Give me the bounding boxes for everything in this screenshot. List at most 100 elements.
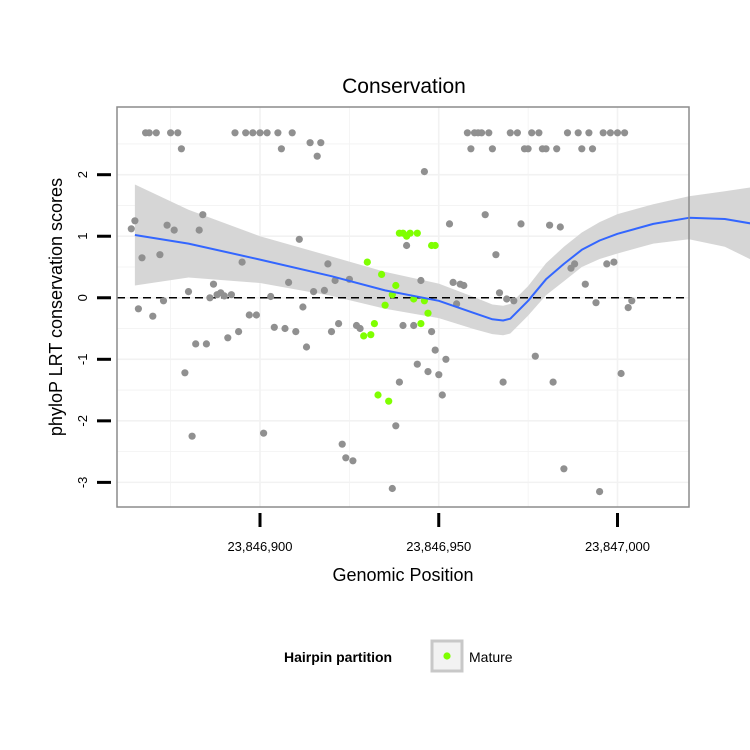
- data-point: [324, 260, 332, 268]
- data-point: [252, 311, 260, 319]
- data-point: [621, 129, 629, 137]
- data-point-mature: [367, 331, 375, 339]
- data-point-mature: [363, 258, 371, 266]
- plot-panel-border: [116, 106, 690, 508]
- data-point: [592, 299, 600, 307]
- data-point: [295, 235, 303, 243]
- data-point: [320, 286, 328, 294]
- data-point: [606, 129, 615, 137]
- data-point: [149, 312, 157, 320]
- data-point-mature: [417, 320, 425, 328]
- y-tick-label: -1: [75, 354, 90, 366]
- data-point: [549, 378, 557, 386]
- data-point: [524, 145, 532, 153]
- data-point: [613, 129, 622, 137]
- data-point: [399, 321, 407, 330]
- data-point: [445, 220, 454, 228]
- data-point-mature: [360, 332, 368, 340]
- data-point: [131, 217, 139, 225]
- data-point: [388, 484, 396, 493]
- data-point: [288, 129, 296, 137]
- data-point: [156, 251, 164, 259]
- data-point: [238, 258, 246, 266]
- data-point: [127, 225, 135, 233]
- data-point: [209, 280, 218, 288]
- data-point: [159, 297, 168, 305]
- y-tick-label: 1: [75, 233, 90, 240]
- y-tick-label: -2: [75, 415, 90, 427]
- data-point: [270, 323, 278, 331]
- legend-key-mature: [443, 652, 451, 660]
- data-point: [420, 168, 428, 176]
- data-point: [503, 295, 511, 303]
- data-point-mature: [406, 229, 414, 237]
- x-tick-label: 23,847,000: [585, 539, 650, 554]
- data-point: [581, 280, 589, 288]
- data-point: [274, 129, 282, 137]
- data-point-mature: [374, 391, 382, 399]
- data-point: [492, 251, 500, 259]
- y-axis-title: phyloP LRT conservation scores: [46, 178, 66, 436]
- data-point: [327, 328, 336, 336]
- data-point: [478, 129, 486, 137]
- data-point: [624, 304, 632, 312]
- smooth-curve-layer: [134, 216, 750, 322]
- legend-label-mature: Mature: [469, 649, 513, 665]
- data-point: [563, 129, 572, 137]
- x-axis-title: Genomic Position: [332, 565, 473, 585]
- data-point: [531, 352, 539, 360]
- data-point: [224, 334, 232, 342]
- data-point: [499, 378, 507, 386]
- data-point: [281, 324, 289, 333]
- data-point: [302, 343, 311, 351]
- data-point: [403, 241, 411, 250]
- data-point: [138, 254, 146, 262]
- data-point: [263, 129, 271, 137]
- data-point: [349, 457, 357, 465]
- data-point: [285, 278, 293, 286]
- data-point: [202, 340, 210, 348]
- data-point-mature: [431, 241, 439, 250]
- data-point: [417, 276, 425, 285]
- data-point: [134, 305, 142, 313]
- data-point: [220, 292, 228, 300]
- y-tick-label: 2: [75, 171, 90, 178]
- chart-title: Conservation: [342, 75, 466, 98]
- data-point: [435, 371, 443, 379]
- y-tick-label: 0: [75, 294, 90, 301]
- data-point: [167, 129, 175, 137]
- data-point: [413, 360, 421, 368]
- data-point-mature: [378, 270, 386, 278]
- data-points-layer: [127, 129, 636, 496]
- data-point: [585, 129, 593, 137]
- data-point: [235, 328, 243, 336]
- data-point: [342, 454, 350, 462]
- data-point: [588, 145, 597, 153]
- legend: Hairpin partition Mature: [284, 639, 513, 673]
- data-point: [245, 311, 253, 319]
- data-point: [449, 278, 457, 286]
- data-point: [467, 145, 475, 153]
- data-point: [553, 145, 561, 153]
- data-point: [517, 220, 525, 228]
- data-point: [603, 260, 611, 268]
- x-tick-label: 23,846,950: [406, 539, 471, 554]
- data-point: [277, 145, 285, 153]
- data-point: [628, 297, 636, 305]
- data-point: [335, 320, 343, 328]
- data-point: [310, 288, 318, 296]
- data-point-mature: [381, 301, 389, 309]
- data-point: [170, 226, 178, 234]
- data-point: [195, 226, 203, 234]
- data-point: [181, 369, 189, 377]
- data-point: [152, 129, 160, 137]
- data-point: [410, 321, 418, 330]
- data-point: [438, 391, 446, 399]
- data-point: [206, 294, 214, 302]
- data-point: [542, 145, 550, 153]
- legend-title: Hairpin partition: [284, 649, 392, 665]
- data-point-mature: [385, 397, 393, 405]
- data-point: [317, 139, 325, 147]
- data-point: [242, 129, 250, 137]
